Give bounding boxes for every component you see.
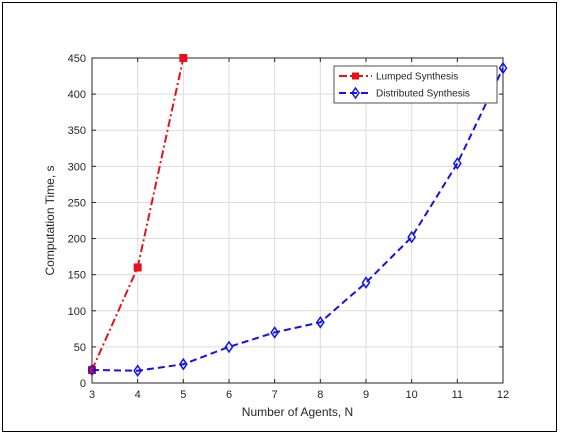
data-point-diamond <box>407 230 417 244</box>
x-tick-label: 11 <box>452 389 463 401</box>
x-tick-label: 5 <box>180 389 186 401</box>
legend: Lumped Synthesis Distributed Synthesis <box>333 65 498 104</box>
x-tick-label: 6 <box>226 389 232 401</box>
data-point-square <box>133 263 142 272</box>
data-point-diamond <box>178 357 188 371</box>
y-tick-label: 450 <box>68 53 86 65</box>
legend-marker-diamond <box>351 86 360 100</box>
y-tick-label: 350 <box>68 125 86 137</box>
legend-marker-square <box>352 72 359 80</box>
figure-frame <box>2 2 557 432</box>
y-tick-label: 0 <box>80 378 86 390</box>
y-axis-label: Computation Time, s <box>43 165 57 275</box>
legend-entry-distributed: Distributed Synthesis <box>339 86 470 100</box>
y-tick-label: 100 <box>68 306 86 318</box>
x-axis-label: Number of Agents, N <box>242 405 353 419</box>
data-point-diamond <box>133 364 143 378</box>
y-tick-label: 50 <box>74 342 86 354</box>
data-point-diamond <box>224 340 234 354</box>
y-tick-label: 150 <box>68 270 86 282</box>
x-tick-label: 10 <box>406 389 418 401</box>
data-point-diamond <box>452 157 462 170</box>
axis-ticks: 3 4 5 6 7 8 9 10 11 12 0 50 100 150 200 250 300 350 400 450 <box>68 53 509 401</box>
data-point-diamond <box>270 326 280 339</box>
data-point-diamond <box>361 276 371 289</box>
grid <box>91 57 504 384</box>
y-tick-label: 400 <box>68 89 86 101</box>
legend-label-lumped: Lumped Synthesis <box>376 72 458 83</box>
y-tick-label: 250 <box>68 197 86 209</box>
x-tick-label: 4 <box>135 389 141 401</box>
y-tick-label: 300 <box>68 161 86 173</box>
x-tick-label: 9 <box>363 389 369 401</box>
legend-label-distributed: Distributed Synthesis <box>376 89 470 100</box>
data-point-diamond <box>315 316 325 329</box>
series-line <box>91 67 504 372</box>
series-distributed <box>87 61 508 378</box>
x-tick-label: 8 <box>317 389 323 401</box>
plot-area <box>91 57 504 384</box>
y-tick-label: 200 <box>68 234 86 246</box>
series-layer <box>87 54 508 378</box>
data-point-diamond <box>498 61 508 75</box>
data-point-square <box>179 54 188 62</box>
x-tick-label: 12 <box>497 389 509 401</box>
x-tick-label: 3 <box>89 389 95 401</box>
x-tick-label: 7 <box>272 389 278 401</box>
legend-entry-lumped: Lumped Synthesis <box>339 72 458 83</box>
data-point-diamond <box>87 363 97 377</box>
legend-box <box>333 65 498 104</box>
